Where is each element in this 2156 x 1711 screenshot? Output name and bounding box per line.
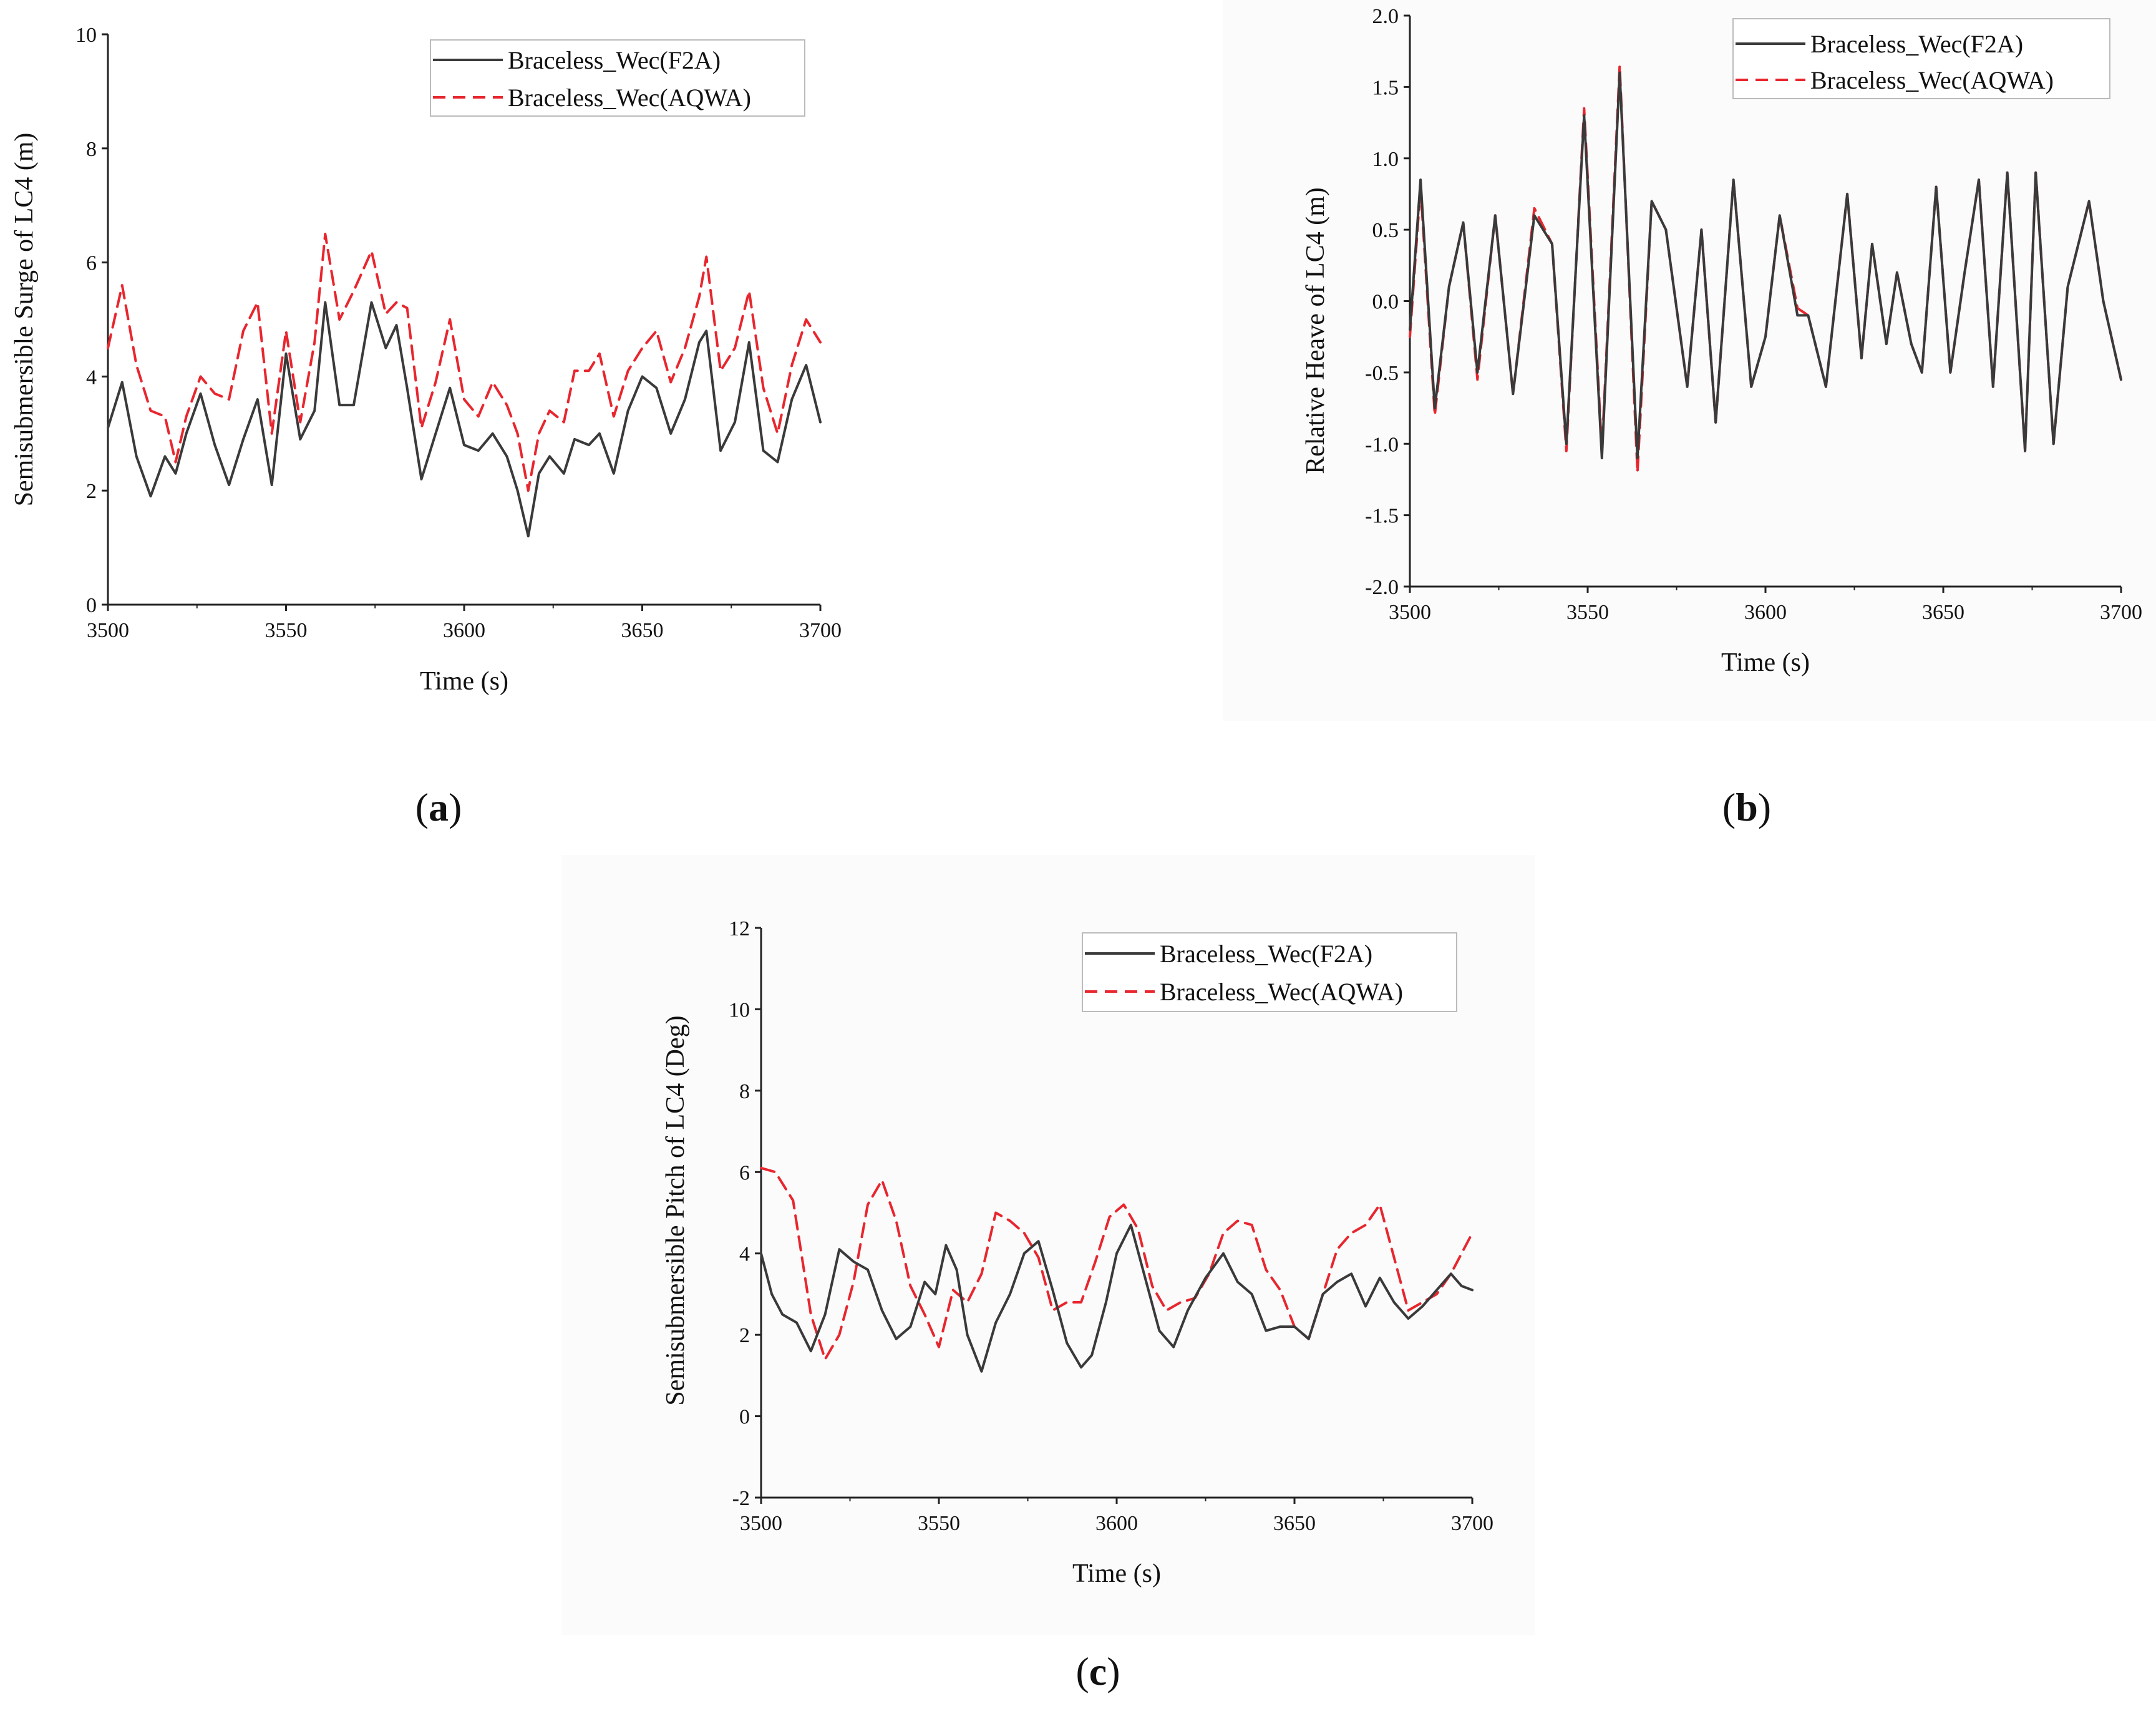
panel-a-surge-chart: 0 2 4 6 8 10 3500 3550 3600 3650 3700 Time (s) Se… bbox=[10, 24, 842, 829]
x-tick-label: 3550 bbox=[265, 619, 308, 642]
panel-label-close: ) bbox=[449, 785, 462, 829]
legend: Braceless_Wec(F2A) Braceless_Wec(AQWA) bbox=[1732, 18, 2110, 99]
panel-c-pitch-chart: -2 0 2 4 6 8 10 12 3500 3550 3600 3650 3700 Time (s… bbox=[561, 855, 1535, 1694]
y-tick-label: 10 bbox=[729, 998, 750, 1021]
series-line-aqwa bbox=[107, 232, 822, 492]
x-ticks: 3500 3550 3600 3650 3700 bbox=[1389, 587, 2142, 624]
panel-label-a: (a) bbox=[415, 785, 462, 829]
series-layer bbox=[760, 1166, 1474, 1373]
legend-label-f2a: Braceless_Wec(F2A) bbox=[1160, 940, 1372, 968]
panel-label-letter: c bbox=[1089, 1649, 1107, 1694]
y-tick-label: 4 bbox=[739, 1243, 750, 1266]
y-axis-title: Relative Heave of LC4 (m) bbox=[1301, 187, 1330, 474]
legend: Braceless_Wec(F2A) Braceless_Wec(AQWA) bbox=[430, 39, 805, 117]
legend-label-aqwa: Braceless_Wec(AQWA) bbox=[1810, 66, 2054, 94]
x-tick-label: 3650 bbox=[1922, 601, 1964, 624]
y-tick-label: 0.5 bbox=[1372, 219, 1399, 242]
y-tick-label: 8 bbox=[86, 138, 97, 161]
x-tick-label: 3650 bbox=[621, 619, 664, 642]
y-tick-label: 8 bbox=[739, 1080, 750, 1103]
series-layer bbox=[107, 232, 822, 538]
y-tick-label: 2 bbox=[739, 1324, 750, 1347]
legend-box bbox=[430, 39, 805, 117]
y-tick-label: 10 bbox=[75, 24, 97, 47]
y-tick-label: 1.0 bbox=[1372, 148, 1399, 171]
y-ticks: -2 0 2 4 6 8 10 12 bbox=[729, 917, 761, 1510]
y-tick-label: 6 bbox=[739, 1161, 750, 1184]
x-tick-label: 3550 bbox=[1566, 601, 1609, 624]
x-tick-label: 3550 bbox=[918, 1512, 960, 1535]
x-tick-label: 3500 bbox=[87, 619, 129, 642]
y-tick-label: 0.0 bbox=[1372, 291, 1399, 314]
x-tick-label: 3700 bbox=[799, 619, 842, 642]
y-axis-title: Semisubmersible Pitch of LC4 (Deg) bbox=[661, 1015, 690, 1405]
x-tick-label: 3500 bbox=[740, 1512, 782, 1535]
x-tick-label: 3500 bbox=[1389, 601, 1431, 624]
x-tick-label: 3700 bbox=[1451, 1512, 1493, 1535]
panel-label-b: (b) bbox=[1722, 785, 1771, 829]
y-tick-label: 0 bbox=[86, 594, 97, 617]
series-layer bbox=[1409, 64, 2122, 474]
x-tick-label: 3600 bbox=[443, 619, 485, 642]
x-axis-title: Time (s) bbox=[1721, 648, 1810, 677]
x-axis-title: Time (s) bbox=[1072, 1559, 1161, 1588]
y-tick-label: -1.0 bbox=[1365, 433, 1399, 456]
y-tick-label: -2 bbox=[732, 1487, 750, 1510]
y-tick-label: 4 bbox=[86, 366, 97, 389]
y-tick-label: 0 bbox=[739, 1406, 750, 1429]
y-tick-label: 1.5 bbox=[1372, 76, 1399, 99]
legend-label-aqwa: Braceless_Wec(AQWA) bbox=[1160, 978, 1403, 1006]
panel-label-open: ( bbox=[415, 785, 429, 829]
y-axis-title: Semisubmersible Surge of LC4 (m) bbox=[10, 133, 39, 507]
panel-label-c: (c) bbox=[1076, 1649, 1120, 1694]
panel-label-open: ( bbox=[1722, 785, 1736, 829]
x-ticks: 3500 3550 3600 3650 3700 bbox=[87, 605, 842, 642]
y-tick-label: 6 bbox=[86, 252, 97, 275]
y-ticks: 0 2 4 6 8 10 bbox=[75, 24, 108, 617]
legend-label-aqwa: Braceless_Wec(AQWA) bbox=[508, 84, 751, 112]
panel-label-open: ( bbox=[1076, 1649, 1089, 1694]
y-tick-label: -0.5 bbox=[1365, 362, 1399, 385]
x-ticks: 3500 3550 3600 3650 3700 bbox=[740, 1498, 1493, 1535]
panel-label-letter: a bbox=[429, 785, 449, 829]
series-line-f2a bbox=[107, 301, 822, 538]
panel-label-letter: b bbox=[1736, 785, 1758, 829]
legend-label-f2a: Braceless_Wec(F2A) bbox=[1810, 30, 2023, 58]
y-tick-label: -2.0 bbox=[1365, 576, 1399, 599]
y-tick-label: 12 bbox=[729, 917, 750, 940]
panel-label-close: ) bbox=[1107, 1649, 1120, 1694]
x-tick-label: 3600 bbox=[1095, 1512, 1138, 1535]
y-tick-label: 2.0 bbox=[1372, 5, 1399, 28]
y-tick-label: -1.5 bbox=[1365, 505, 1399, 528]
panel-b-heave-chart: -2.0 -1.5 -1.0 -0.5 0.0 0.5 1.0 1.5 2.0 3500 3550… bbox=[1223, 0, 2156, 829]
x-tick-label: 3650 bbox=[1273, 1512, 1316, 1535]
x-tick-label: 3600 bbox=[1744, 601, 1787, 624]
legend: Braceless_Wec(F2A) Braceless_Wec(AQWA) bbox=[1082, 932, 1457, 1012]
legend-label-f2a: Braceless_Wec(F2A) bbox=[508, 46, 721, 74]
series-line-f2a bbox=[760, 1224, 1474, 1373]
x-tick-label: 3700 bbox=[2100, 601, 2142, 624]
y-ticks: -2.0 -1.5 -1.0 -0.5 0.0 0.5 1.0 1.5 2.0 bbox=[1365, 5, 1410, 599]
series-line-aqwa bbox=[760, 1166, 1474, 1361]
y-tick-label: 2 bbox=[86, 480, 97, 503]
panel-label-close: ) bbox=[1758, 785, 1771, 829]
legend-box bbox=[1082, 932, 1457, 1012]
x-axis-title: Time (s) bbox=[420, 667, 508, 696]
legend-box bbox=[1732, 18, 2110, 99]
series-line-f2a bbox=[1409, 71, 2122, 460]
